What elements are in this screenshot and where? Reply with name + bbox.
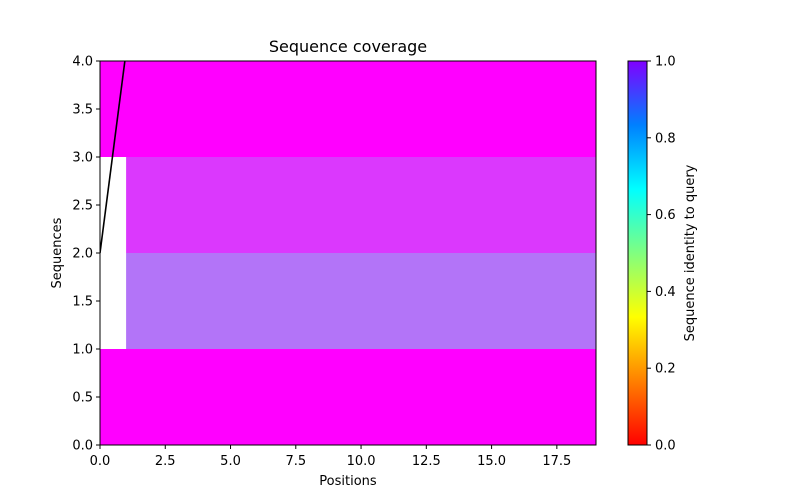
x-tick-label: 7.5 [285, 454, 306, 469]
heatmap-cell [100, 349, 596, 445]
x-tick-label: 10.0 [347, 454, 376, 469]
colorbar-tick-label: 0.0 [655, 439, 676, 454]
y-tick-label: 0.0 [72, 439, 93, 454]
heatmap-cells [100, 61, 596, 445]
y-axis-ticks: 0.0 0.5 1.0 1.5 2.0 2.5 3.0 3.5 4.0 [72, 55, 100, 454]
y-tick-label: 2.0 [72, 247, 93, 262]
x-tick-label: 2.5 [155, 454, 176, 469]
x-tick-label: 5.0 [220, 454, 241, 469]
y-tick-label: 1.5 [72, 295, 93, 310]
x-tick-label: 17.5 [542, 454, 571, 469]
coverage-line-layer [100, 61, 126, 254]
x-tick-label: 0.0 [90, 454, 111, 469]
heatmap-cell [100, 61, 596, 157]
x-tick-label: 12.5 [412, 454, 441, 469]
colorbar-label: Sequence identity to query [683, 164, 698, 341]
colorbar-ticks: 0.0 0.2 0.4 0.6 0.8 1.0 [647, 55, 676, 454]
heatmap-cell [126, 157, 596, 253]
x-tick-label: 15.0 [477, 454, 506, 469]
y-tick-label: 4.0 [72, 55, 93, 70]
colorbar [627, 60, 648, 446]
y-tick-label: 3.0 [72, 151, 93, 166]
colorbar-tick-label: 0.2 [655, 362, 676, 377]
colorbar-tick-label: 0.8 [655, 131, 676, 146]
heatmap-cell [126, 253, 596, 349]
x-axis-label: Positions [319, 474, 377, 489]
y-tick-label: 3.5 [72, 103, 93, 118]
y-tick-label: 0.5 [72, 391, 93, 406]
coverage-line [100, 61, 126, 254]
colorbar-tick-label: 0.6 [655, 208, 676, 223]
y-axis-label: Sequences [50, 217, 65, 288]
y-tick-label: 1.0 [72, 343, 93, 358]
y-tick-label: 2.5 [72, 199, 93, 214]
x-axis-ticks: 0.0 2.5 5.0 7.5 10.0 12.5 15.0 17.5 [90, 445, 571, 469]
chart-title: Sequence coverage [269, 37, 427, 56]
colorbar-tick-label: 0.4 [655, 285, 676, 300]
colorbar-tick-label: 1.0 [655, 55, 676, 70]
